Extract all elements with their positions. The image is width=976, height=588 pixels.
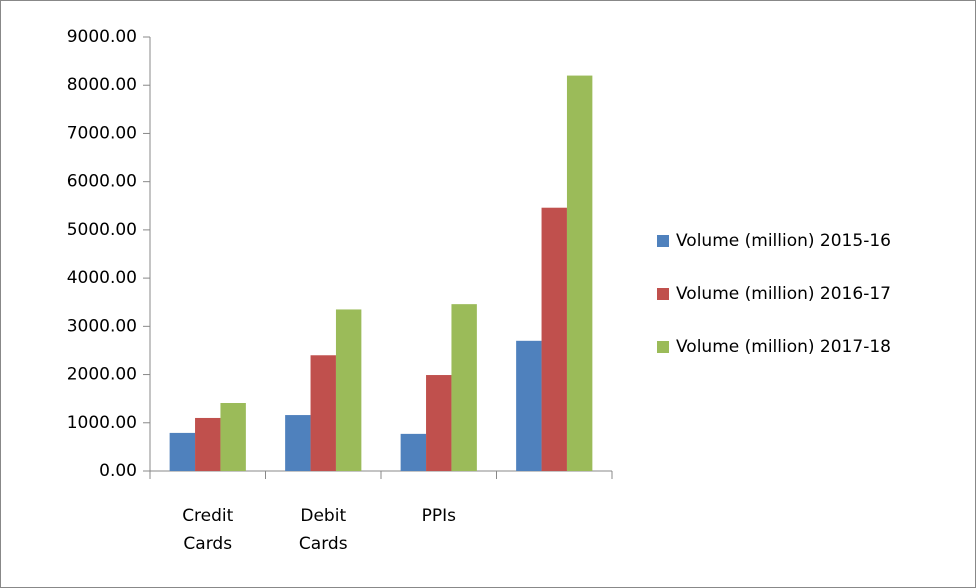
bar (169, 432, 196, 471)
legend-label: Volume (million) 2017-18 (676, 337, 891, 357)
bar (516, 340, 542, 471)
y-tick-label: 7000.00 (67, 123, 137, 143)
bar (400, 433, 427, 471)
x-tick-label: PPIs (421, 506, 456, 526)
y-tick-label: 4000.00 (67, 268, 137, 288)
y-tick-label: 8000.00 (67, 75, 137, 95)
x-tick-label: Debit Cards (298, 506, 348, 554)
legend-swatch (657, 288, 669, 300)
bar (451, 304, 477, 471)
y-tick-label: 3000.00 (67, 316, 137, 336)
bar (335, 309, 362, 471)
bar (285, 415, 311, 471)
bar (566, 75, 593, 472)
y-tick-label: 6000.00 (67, 172, 137, 192)
y-tick-label: 1000.00 (67, 413, 137, 433)
legend-label: Volume (million) 2015-16 (676, 231, 891, 251)
y-tick-label: 0.00 (99, 461, 137, 481)
legend-swatch (657, 341, 669, 353)
bar (220, 403, 246, 471)
bar (195, 417, 221, 471)
x-tick-label: Credit Cards (182, 506, 234, 554)
y-tick-label: 2000.00 (67, 365, 137, 385)
y-tick-label: 9000.00 (67, 27, 137, 47)
bar (310, 355, 336, 471)
bar (426, 375, 452, 471)
legend-label: Volume (million) 2016-17 (676, 284, 891, 304)
legend-swatch (657, 235, 669, 247)
y-tick-label: 5000.00 (67, 220, 137, 240)
bar (541, 207, 567, 471)
